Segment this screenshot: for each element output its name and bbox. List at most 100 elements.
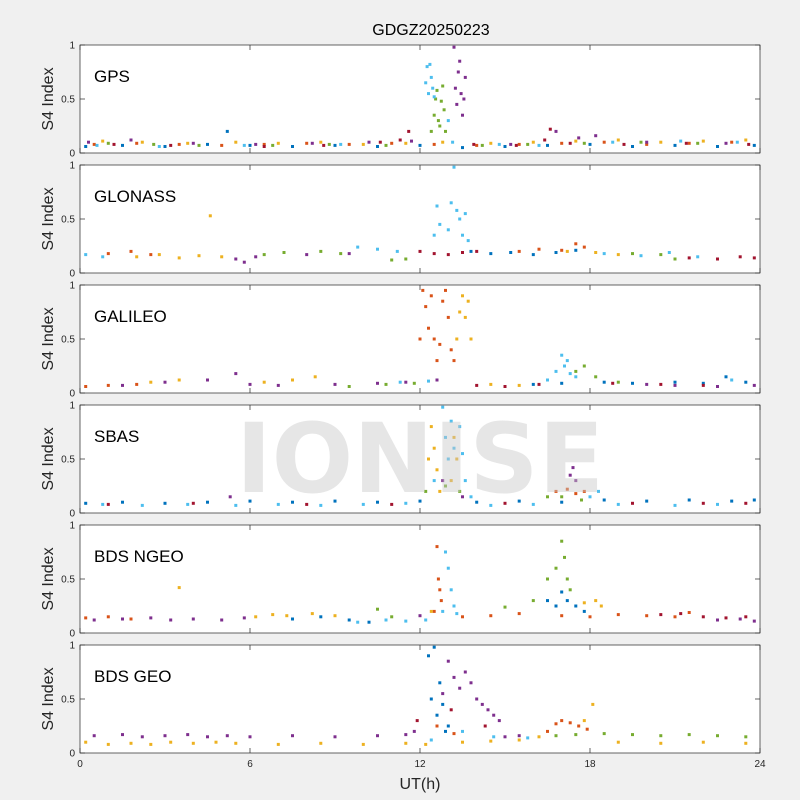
data-point	[701, 501, 705, 505]
data-point	[404, 141, 408, 145]
series-galileo-0	[531, 375, 748, 386]
data-point	[438, 124, 442, 128]
data-point	[220, 143, 224, 147]
data-point	[262, 142, 266, 146]
data-point	[585, 727, 589, 731]
series-bds-geo-2	[84, 702, 748, 746]
series-bds-ngeo-1	[84, 545, 691, 621]
data-point	[367, 140, 371, 144]
data-point	[679, 612, 683, 616]
data-point	[738, 617, 742, 621]
series-bds-geo-4	[554, 732, 748, 739]
data-point	[452, 732, 456, 736]
data-point	[724, 616, 728, 620]
data-point	[461, 729, 464, 733]
data-point	[310, 612, 314, 616]
data-point	[582, 364, 586, 368]
data-point	[291, 378, 294, 382]
series-bds-ngeo-4	[376, 539, 572, 619]
data-point	[489, 252, 493, 256]
data-point	[475, 697, 479, 701]
data-point	[659, 253, 663, 257]
watermark: IONISE	[236, 403, 604, 515]
data-point	[716, 502, 719, 506]
data-point	[480, 143, 484, 147]
series-gps-1	[92, 140, 734, 147]
data-point	[687, 498, 691, 502]
data-point	[121, 500, 124, 504]
series-galileo-2	[149, 294, 521, 387]
data-point	[439, 99, 443, 103]
data-point	[446, 457, 450, 461]
data-point	[319, 249, 323, 253]
data-point	[446, 724, 450, 728]
data-point	[424, 618, 428, 622]
data-point	[427, 326, 430, 330]
data-point	[469, 249, 473, 253]
data-point	[687, 733, 691, 737]
data-point	[412, 381, 416, 385]
data-point	[319, 140, 323, 144]
data-point	[404, 501, 408, 505]
data-point	[435, 88, 439, 92]
series-sbas-0	[84, 498, 756, 505]
y-tick-label: 0.5	[61, 695, 75, 706]
data-point	[291, 145, 294, 148]
data-point	[395, 249, 399, 253]
data-point	[84, 145, 88, 148]
series-gps-3	[87, 45, 728, 146]
data-point	[427, 457, 430, 461]
data-point	[543, 138, 547, 142]
data-point	[492, 713, 496, 717]
data-point	[163, 145, 167, 148]
data-point	[517, 738, 521, 742]
data-point	[503, 735, 507, 739]
data-point	[361, 142, 365, 146]
data-point	[730, 378, 734, 382]
data-point	[577, 724, 581, 728]
data-point	[441, 479, 445, 483]
series-gps-4	[106, 84, 700, 147]
data-point	[291, 617, 294, 621]
data-point	[248, 499, 252, 503]
series-sbas-5	[101, 405, 719, 507]
data-point	[503, 605, 507, 609]
data-point	[701, 615, 705, 619]
data-point	[639, 254, 643, 258]
data-point	[571, 466, 575, 470]
series-bds-geo-1	[435, 719, 589, 736]
data-point	[376, 247, 379, 251]
data-point	[486, 708, 490, 712]
data-point	[101, 139, 105, 143]
data-point	[568, 141, 572, 145]
data-point	[574, 604, 578, 608]
data-point	[752, 383, 756, 387]
x-axis-label: UT(h)	[400, 776, 441, 793]
data-point	[453, 86, 457, 90]
data-point	[339, 252, 343, 256]
data-point	[319, 503, 323, 507]
data-point	[121, 617, 124, 621]
data-point	[475, 249, 479, 253]
series-bds-ngeo-6	[659, 612, 748, 620]
plot-area	[80, 45, 760, 153]
data-point	[432, 113, 436, 117]
data-point	[531, 502, 535, 506]
series-bds-geo-3	[92, 659, 521, 739]
data-point	[526, 736, 530, 740]
data-point	[565, 577, 569, 581]
y-tick-label: 0.5	[61, 95, 75, 106]
plot-area	[80, 645, 760, 753]
data-point	[492, 735, 496, 739]
data-point	[410, 139, 413, 143]
data-point	[461, 452, 464, 456]
data-point	[597, 489, 600, 493]
series-sbas-4	[424, 484, 583, 502]
data-point	[449, 419, 453, 423]
data-point	[599, 604, 603, 608]
data-point	[225, 734, 229, 738]
y-tick-label: 1	[69, 641, 75, 652]
series-glonass-4	[262, 249, 677, 262]
data-point	[361, 742, 365, 746]
data-point	[554, 369, 558, 373]
